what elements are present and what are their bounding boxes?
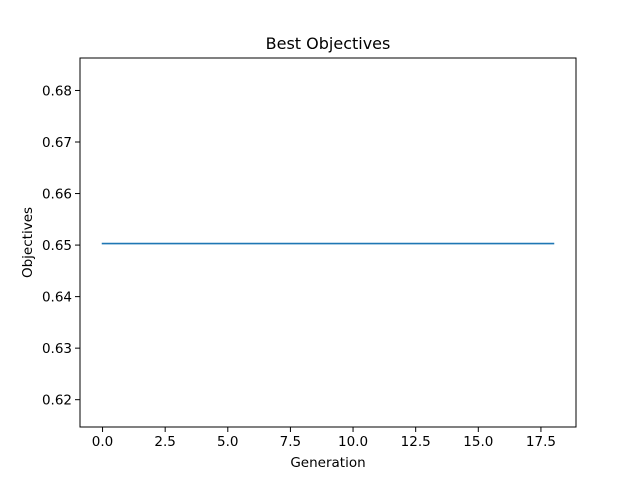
y-axis-ticks: 0.62 0.63 0.64 0.65 0.66 0.67 0.68 xyxy=(42,83,80,409)
x-tick-label: 12.5 xyxy=(401,434,431,450)
x-tick-label: 5.0 xyxy=(217,434,238,450)
x-tick-label: 10.0 xyxy=(338,434,368,450)
x-tick-label: 0.0 xyxy=(92,434,113,450)
axes-frame xyxy=(79,57,577,428)
y-tick-label: 0.67 xyxy=(42,135,72,151)
x-axis-label: Generation xyxy=(290,455,365,471)
x-tick-label: 17.5 xyxy=(526,434,556,450)
chart-title: Best Objectives xyxy=(266,34,391,53)
y-tick-label: 0.62 xyxy=(42,393,72,409)
y-tick-label: 0.68 xyxy=(42,83,72,99)
y-tick-label: 0.66 xyxy=(42,187,72,203)
y-axis-label: Objectives xyxy=(20,207,36,278)
y-tick-label: 0.64 xyxy=(42,290,72,306)
x-tick-label: 2.5 xyxy=(154,434,175,450)
y-tick-label: 0.65 xyxy=(42,238,72,254)
x-axis-ticks: 0.0 2.5 5.0 7.5 10.0 12.5 15.0 17.5 xyxy=(92,427,556,450)
x-tick-label: 7.5 xyxy=(280,434,301,450)
x-tick-label: 15.0 xyxy=(463,434,493,450)
y-tick-label: 0.63 xyxy=(42,341,72,357)
